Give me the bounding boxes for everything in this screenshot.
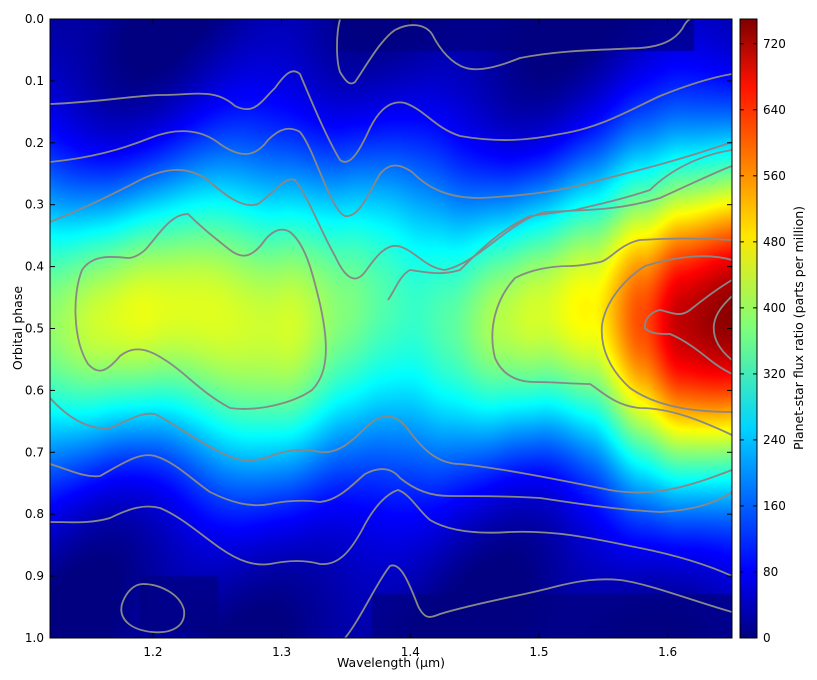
x-tick-label: 1.3 xyxy=(272,645,291,659)
x-tick-label: 1.4 xyxy=(401,645,420,659)
colorbar-title: Planet-star flux ratio (parts per millio… xyxy=(791,206,806,450)
contour-line xyxy=(336,19,691,85)
colorbar-ticks: 0 80 160 240 320 400 480 560 640 720 xyxy=(740,37,786,645)
heatmap-image xyxy=(50,19,732,638)
x-tick-label: 1.6 xyxy=(658,645,677,659)
contour-line xyxy=(50,454,732,513)
colorbar-tick-label: 240 xyxy=(763,433,786,447)
y-tick-label: 0.8 xyxy=(25,507,44,521)
contour-lines xyxy=(50,19,732,638)
y-tick-label: 0.2 xyxy=(25,136,44,150)
colorbar-tick-label: 720 xyxy=(763,37,786,51)
x-tick-label: 1.2 xyxy=(143,645,162,659)
y-tick-label: 1.0 xyxy=(25,631,44,645)
y-axis-title: Orbital phase xyxy=(10,286,25,370)
colorbar-gradient xyxy=(739,18,758,639)
colorbar-tick-label: 400 xyxy=(763,301,786,315)
colorbar-tick-label: 160 xyxy=(763,499,786,513)
contour-line xyxy=(50,70,732,163)
contour-line xyxy=(50,397,732,494)
y-tick-label: 0.0 xyxy=(25,12,44,26)
y-tick-label: 0.9 xyxy=(25,569,44,583)
colorbar-tick-label: 80 xyxy=(763,565,778,579)
colorbar-tick-label: 320 xyxy=(763,367,786,381)
colorbar-tick-label: 0 xyxy=(763,631,771,645)
y-tick-label: 0.3 xyxy=(25,198,44,212)
colorbar-tick-label: 560 xyxy=(763,169,786,183)
contour-line xyxy=(120,583,185,634)
contour-line xyxy=(344,564,732,638)
x-axis-title: Wavelength (μm) xyxy=(337,655,445,670)
contour-line xyxy=(74,213,327,410)
contour-line xyxy=(644,279,732,375)
colorbar-tick-label: 480 xyxy=(763,235,786,249)
y-tick-label: 0.4 xyxy=(25,260,44,274)
contour-line xyxy=(600,255,732,413)
contour-line xyxy=(712,295,732,361)
contour-line xyxy=(50,127,732,217)
contour-line xyxy=(387,149,732,301)
y-tick-label: 0.6 xyxy=(25,383,44,397)
y-tick-label: 0.1 xyxy=(25,74,44,88)
heatmap-area xyxy=(50,19,732,638)
colorbar: 0 80 160 240 320 400 480 560 640 720 Planet-star … xyxy=(739,18,806,645)
colorbar-tick-label: 640 xyxy=(763,103,786,117)
contour-line xyxy=(491,237,732,436)
y-axis: 0.0 0.1 0.2 0.3 0.4 0.5 0.6 0.7 0.8 0.9 1.0 xyxy=(25,12,732,645)
y-tick-label: 0.5 xyxy=(25,322,44,336)
y-tick-label: 0.7 xyxy=(25,445,44,459)
x-axis: 1.2 1.3 1.4 1.5 1.6 xyxy=(143,19,677,659)
contour-line xyxy=(50,489,732,577)
x-tick-label: 1.5 xyxy=(529,645,548,659)
